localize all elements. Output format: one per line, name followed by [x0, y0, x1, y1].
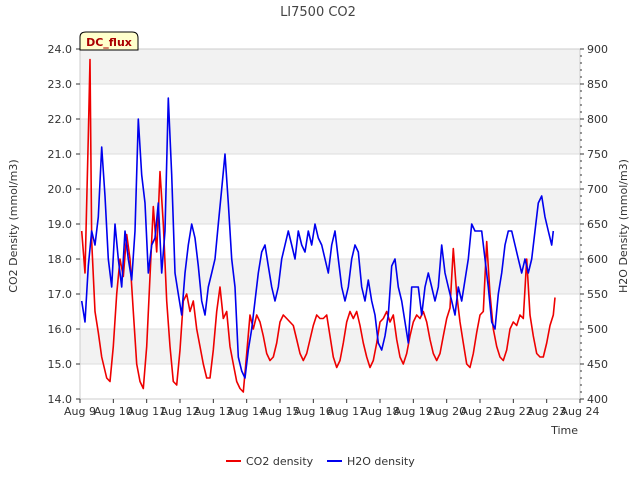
x-tick-label: Aug 23: [527, 405, 566, 418]
x-tick-label: Aug 18: [361, 405, 400, 418]
legend-label-co2: CO2 density: [246, 455, 314, 468]
y-tick-label: 14.0: [48, 393, 73, 406]
x-tick-label: Aug 11: [127, 405, 166, 418]
x-tick-label: Aug 10: [94, 405, 133, 418]
series-line-co2: [80, 58, 556, 393]
y2-tick-label: 800: [587, 113, 608, 126]
plot-band: [80, 49, 580, 84]
x-tick-label: Aug 22: [494, 405, 533, 418]
y2-tick-label: 900: [587, 43, 608, 56]
x-tick-label: Aug 14: [227, 405, 266, 418]
x-tick-label: Aug 12: [161, 405, 200, 418]
annotation-label: DC_flux: [86, 36, 132, 49]
x-tick-label: Aug 21: [461, 405, 500, 418]
x-tick-label: Aug 13: [194, 405, 233, 418]
y-tick-label: 17.0: [48, 288, 73, 301]
series-lines: [80, 58, 556, 393]
x-tick-label: Aug 24: [561, 405, 600, 418]
x-tick-label: Aug 15: [261, 405, 300, 418]
y2-tick-label: 850: [587, 78, 608, 91]
annotation-box: DC_flux: [79, 31, 139, 51]
y-tick-label: 20.0: [48, 183, 73, 196]
chart-title: LI7500 CO2: [280, 5, 356, 20]
x-tick-label: Aug 20: [427, 405, 466, 418]
y2-tick-label: 550: [587, 288, 608, 301]
series-line-h2o: [80, 97, 555, 379]
y-tick-label: 22.0: [48, 113, 73, 126]
x-tick-label: Aug 9: [64, 405, 96, 418]
y2-tick-label: 700: [587, 183, 608, 196]
y2-tick-label: 600: [587, 253, 608, 266]
legend: CO2 density H2O density: [226, 455, 415, 468]
x-tick-label: Aug 19: [394, 405, 433, 418]
annotation-shape: [79, 31, 139, 51]
y2-tick-label: 500: [587, 323, 608, 336]
y2-tick-label: 400: [587, 393, 608, 406]
y2-tick-label: 650: [587, 218, 608, 231]
y2-axis-label: H2O Density (mmol/m3): [617, 159, 630, 293]
y2-tick-label: 450: [587, 358, 608, 371]
x-tick-label: Aug 17: [327, 405, 366, 418]
x-axis-label: Time: [550, 424, 578, 437]
y2-tick-label: 750: [587, 148, 608, 161]
y-tick-label: 24.0: [48, 43, 73, 56]
y-axis-label: CO2 Density (mmol/m3): [7, 159, 20, 292]
y-tick-label: 18.0: [48, 253, 73, 266]
x-tick-label: Aug 16: [294, 405, 333, 418]
y-tick-label: 21.0: [48, 148, 73, 161]
y-tick-label: 15.0: [48, 358, 73, 371]
y-tick-label: 23.0: [48, 78, 73, 91]
y-tick-label: 19.0: [48, 218, 73, 231]
legend-label-h2o: H2O density: [347, 455, 415, 468]
y-tick-label: 16.0: [48, 323, 73, 336]
plot-band: [80, 119, 580, 154]
